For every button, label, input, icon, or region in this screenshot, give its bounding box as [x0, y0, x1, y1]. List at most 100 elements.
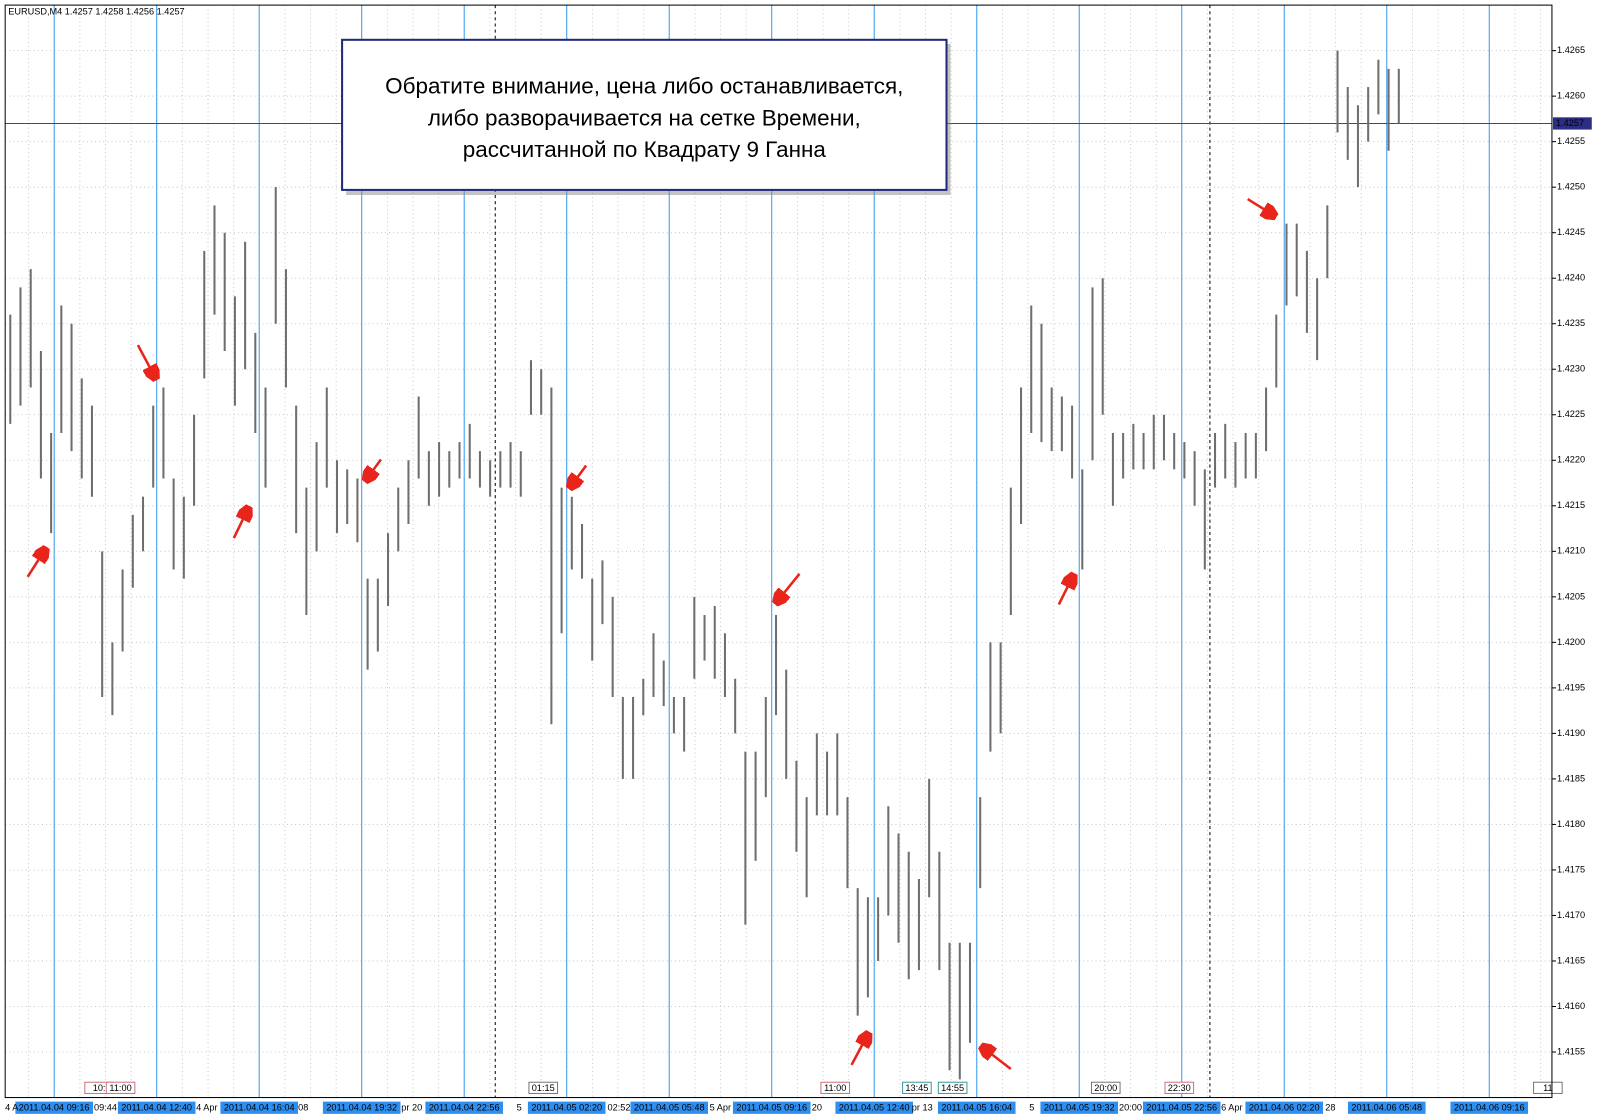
y-tick-label: 1.4165 [1557, 955, 1585, 965]
time-axis-label: pr 13 [912, 1103, 933, 1113]
y-tick-label: 1.4230 [1557, 364, 1585, 374]
time-label: 2011.04.06 02:20 [1249, 1103, 1320, 1113]
time-label-box [1245, 1101, 1324, 1114]
time-marker: 14:55 [941, 1083, 964, 1093]
time-marker-box [937, 1081, 968, 1094]
time-axis-label: 08 [298, 1103, 308, 1113]
time-label: 2011.04.04 09:16 [19, 1103, 90, 1113]
time-marker: 11:00 [109, 1083, 131, 1093]
y-tick-label: 1.4225 [1557, 409, 1585, 419]
time-marker: 10: [93, 1083, 106, 1093]
y-tick-label: 1.4180 [1557, 819, 1585, 829]
time-label: 2011.04.04 12:40 [121, 1103, 192, 1113]
time-label: 2011.04.04 19:32 [326, 1103, 397, 1113]
time-axis-label: 5 [1029, 1103, 1034, 1113]
time-label-box [220, 1101, 298, 1114]
arrows [26, 198, 1273, 1070]
time-label: 2011.04.05 09:16 [736, 1103, 807, 1113]
time-label-box [425, 1101, 504, 1114]
time-axis-label: 5 Apr [710, 1103, 731, 1113]
annotation-line: Обратите внимание, цена либо останавлива… [385, 74, 903, 99]
y-tick-label: 1.4255 [1557, 136, 1585, 146]
time-axis-label: 5 [517, 1103, 522, 1113]
time-label-box [732, 1101, 811, 1114]
time-label: 2011.04.05 02:20 [531, 1103, 602, 1113]
time-label: 2011.04.05 05:48 [634, 1103, 705, 1113]
y-tick-label: 1.4265 [1557, 45, 1585, 55]
y-tick-label: 1.4215 [1557, 500, 1585, 510]
y-tick-label: 1.4235 [1557, 318, 1585, 328]
y-tick-label: 1.4200 [1557, 637, 1585, 647]
time-label: 2011.04.05 19:32 [1044, 1103, 1115, 1113]
time-label-box [1347, 1101, 1426, 1114]
time-label-box [1142, 1101, 1221, 1114]
time-label: 2011.04.05 16:04 [941, 1103, 1012, 1113]
y-tick-label: 1.4260 [1557, 91, 1585, 101]
overlay: 1.4155 1.4160 1.4165 1.4170 1.4175 1.4180 1.41… [5, 45, 1592, 1114]
current-price-box [1552, 117, 1592, 130]
time-axis-label: 28 [1325, 1103, 1335, 1113]
time-label-box [937, 1101, 1016, 1114]
time-axis-label: 20:00 [1119, 1103, 1142, 1113]
time-label-box [117, 1101, 196, 1114]
time-marker-box [105, 1081, 136, 1094]
y-tick-label: 1.4210 [1557, 546, 1585, 556]
time-label: 2011.04.04 16:04 [224, 1103, 295, 1113]
time-marker: 22:30 [1168, 1083, 1191, 1093]
annotation-box: Обратите внимание, цена либо останавлива… [341, 38, 951, 196]
annotation-line: рассчитанной по Квадрату 9 Ганна [463, 137, 827, 162]
time-axis-label: 4 A [5, 1103, 19, 1113]
y-tick-label: 1.4160 [1557, 1001, 1585, 1011]
y-tick-label: 1.4190 [1557, 728, 1585, 738]
arrow [1247, 198, 1273, 214]
arrow [984, 1049, 1012, 1070]
time-label: 2011.04.05 22:56 [1146, 1103, 1217, 1113]
arrow [136, 344, 154, 376]
time-marker: 11 [1543, 1083, 1553, 1093]
time-marker-box [902, 1081, 932, 1094]
time-marker-box [1164, 1081, 1195, 1094]
time-axis-label: 6 Apr [1221, 1103, 1242, 1113]
y-tick-label: 1.4250 [1557, 182, 1585, 192]
y-tick-label: 1.4175 [1557, 864, 1585, 874]
time-label-box [630, 1101, 709, 1114]
arrow [778, 572, 801, 601]
time-axis-label: 4 Apr [196, 1103, 217, 1113]
time-label: 2011.04.06 09:16 [1454, 1103, 1525, 1113]
time-marker: 13:45 [905, 1083, 928, 1093]
symbol-info: EURUSD,M4 1.4257 1.4258 1.4256 1.4257 [8, 7, 184, 17]
time-marker: 11:00 [824, 1083, 846, 1093]
y-tick-label: 1.4205 [1557, 591, 1585, 601]
time-label-box [1040, 1101, 1119, 1114]
time-label-box [322, 1101, 401, 1114]
arrow [368, 458, 382, 477]
plot-frame [4, 4, 1553, 1099]
y-tick-label: 1.4195 [1557, 682, 1585, 692]
y-tick-label: 1.4240 [1557, 273, 1585, 283]
y-tick-label: 1.4185 [1557, 773, 1585, 783]
annotation-line: либо разворачивается на сетке Времени, [428, 105, 861, 130]
time-marker-box [1533, 1081, 1563, 1094]
time-axis-label: 09:44 [94, 1103, 117, 1113]
time-marker-box [1090, 1081, 1121, 1094]
time-marker-box [528, 1081, 559, 1094]
arrow [572, 464, 588, 485]
price-bars [9, 50, 1400, 1080]
time-label-box [527, 1101, 606, 1114]
time-label-box [15, 1101, 93, 1114]
arrow [850, 1036, 867, 1066]
time-label: 2011.04.06 05:48 [1351, 1103, 1422, 1113]
y-tick-label: 1.4170 [1557, 910, 1585, 920]
y-tick-label: 1.4220 [1557, 455, 1585, 465]
y-tick-label: 1.4245 [1557, 227, 1585, 237]
time-label-box [835, 1101, 914, 1114]
time-axis-label: pr 20 [401, 1103, 422, 1113]
time-label: 2011.04.04 22:56 [429, 1103, 500, 1113]
time-marker: 01:15 [532, 1083, 555, 1093]
annotation-frame [341, 38, 948, 191]
arrow [1057, 578, 1072, 605]
time-marker: 20:00 [1094, 1083, 1117, 1093]
y-tick-label: 1.4155 [1557, 1046, 1585, 1056]
